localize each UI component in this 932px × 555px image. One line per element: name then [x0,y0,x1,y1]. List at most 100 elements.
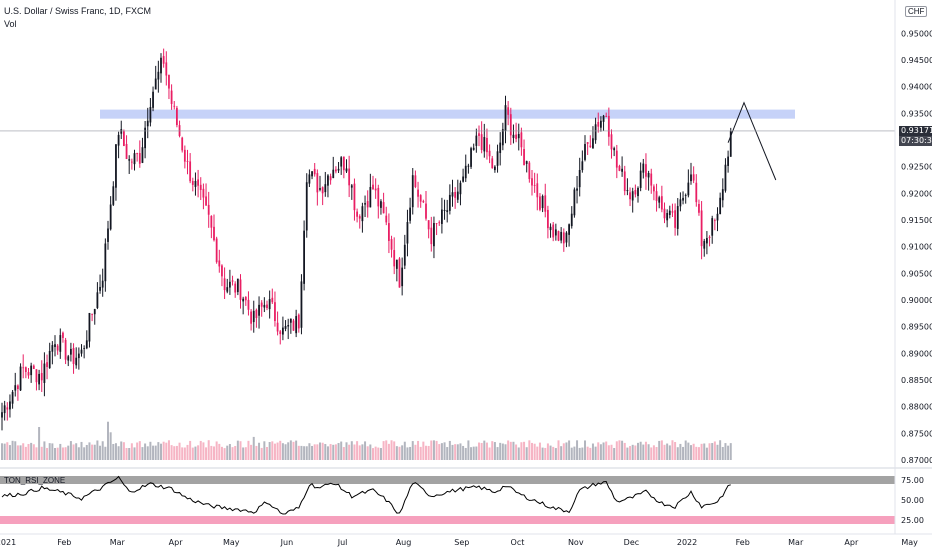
volume-bar [366,446,369,460]
candle [512,124,515,144]
time-tick-label: Mar [788,538,804,547]
candle [448,184,451,215]
volume-bar [417,440,420,460]
volume-bar [226,445,229,460]
volume-bar [507,440,510,460]
candle [112,181,115,207]
candle [242,296,245,315]
candle-body [647,172,650,178]
candle-body [663,208,666,219]
candle-body [72,348,75,364]
candle [123,129,125,147]
candle [406,209,409,257]
volume-bar [46,447,49,460]
candle-body [488,150,491,157]
candle-body [369,186,372,208]
time-tick-label: Apr [844,538,859,547]
candle [366,190,369,218]
currency-badge[interactable]: CHF [905,6,928,17]
volume-bar [332,444,335,460]
candle [724,158,727,193]
candle [411,168,414,215]
volume-bar [446,447,449,460]
candle-body [626,190,629,192]
volume-bar [422,441,425,460]
volume-bar [719,440,722,460]
candle [88,312,91,348]
candle [22,354,25,379]
volume-bar [61,447,64,460]
volume-bar [568,440,571,460]
volume-bar [334,444,337,460]
volume-bar [138,441,141,460]
candle-body [255,309,258,318]
candle-body [377,187,380,207]
candle-body [451,192,454,197]
volume-bar [682,446,685,460]
volume-bar [589,447,592,460]
volume-bar [316,444,319,460]
price-tick-label: 0.90000 [901,296,932,305]
candle [565,231,568,248]
volume-bar [647,444,650,460]
candle [91,313,93,322]
candle-body [687,182,690,196]
volume-bar [576,440,579,460]
volume-bar [183,447,186,460]
candle-body [183,149,186,162]
candle-body [499,142,502,154]
candle-body [668,210,671,215]
candle [446,199,449,223]
volume-bar [496,447,499,460]
candle [99,274,101,294]
volume-bar [64,447,67,460]
volume-bar [120,441,123,460]
candle [287,318,290,340]
candle-body [600,120,602,128]
candle [223,267,226,299]
candle [684,193,687,204]
candle-body [435,223,438,225]
candle-body [364,203,366,205]
candle [43,352,46,397]
candle-body [178,125,181,136]
last-price-tag: 0.93171 [899,126,932,136]
candle-body [403,244,406,266]
volume-bar [724,443,727,460]
volume-bar [435,440,438,460]
candle-body [554,229,557,236]
candle-body [284,326,287,329]
volume-bar [295,440,298,460]
candle [361,202,364,233]
candle-body [300,281,303,328]
volume-bar [19,445,22,460]
volume-bar [615,441,618,460]
volume-bar [459,443,462,460]
time-tick-label: Oct [511,538,525,547]
candle [504,95,507,144]
volume-bar [703,443,706,460]
candle [698,199,700,216]
candle [32,364,35,370]
volume-bar [69,441,72,460]
candle-body [19,366,22,391]
time-tick-label: Mar [110,538,126,547]
candle-body [43,363,46,383]
candle [117,131,120,159]
price-tick-label: 0.92500 [901,163,932,172]
candle-body [671,211,674,213]
candle-body [623,171,626,192]
candle [54,335,56,357]
volume-bar [610,444,613,460]
volume-bar [544,447,547,460]
candle-body [674,210,676,228]
candle [562,228,565,252]
candle-body [22,367,25,369]
volume-bar [700,443,703,460]
candle-body [448,194,451,211]
volume-bar [297,445,300,460]
candle-body [138,153,141,164]
volume-bar [414,444,417,460]
candle-body [279,331,282,335]
candle [478,125,480,147]
